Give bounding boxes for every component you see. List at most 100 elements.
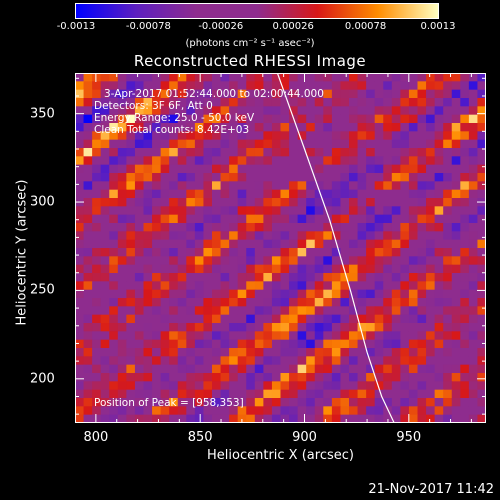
heatmap-cell (143, 356, 153, 366)
heatmap-cell (143, 323, 153, 332)
heatmap-cell (177, 231, 187, 241)
heatmap-cell (340, 289, 350, 299)
heatmap-cell (83, 164, 93, 174)
heatmap-cell (289, 223, 299, 232)
heatmap-cell (152, 131, 162, 141)
heatmap-cell (169, 281, 179, 291)
heatmap-cell (100, 98, 110, 107)
heatmap-cell (357, 298, 367, 307)
heatmap-cell (434, 156, 444, 166)
heatmap-cell (331, 406, 342, 416)
heatmap-cell (383, 273, 393, 282)
heatmap-cell (306, 264, 316, 274)
heatmap-cell (203, 223, 213, 232)
heatmap-cell (109, 331, 119, 341)
heatmap-cell (323, 414, 333, 423)
heatmap-cell (374, 256, 384, 266)
heatmap-cell (194, 198, 205, 207)
heatmap-cell (443, 414, 453, 423)
solar-limb-curve (276, 73, 395, 423)
heatmap-cell (246, 98, 256, 107)
heatmap-cell (186, 89, 196, 99)
heatmap-cell (229, 331, 239, 341)
heatmap-cell (306, 81, 316, 91)
heatmap-cell (366, 398, 376, 407)
heatmap-cell (143, 298, 153, 307)
heatmap-cell (460, 139, 470, 149)
heatmap-cell (229, 406, 239, 416)
heatmap-cell (417, 364, 427, 374)
heatmap-cell (229, 281, 239, 291)
heatmap-cell (426, 206, 436, 216)
heatmap-cell (143, 231, 153, 241)
heatmap-cell (177, 106, 187, 116)
heatmap-cell (306, 89, 316, 99)
heatmap-cell (169, 148, 179, 157)
heatmap-cell (254, 356, 264, 366)
heatmap-cell (254, 348, 264, 357)
heatmap-cell (160, 189, 170, 199)
heatmap-cell (400, 114, 410, 124)
heatmap-cell (117, 223, 127, 232)
heatmap-cell (383, 239, 393, 249)
heatmap-cell (434, 114, 444, 124)
heatmap-cell (109, 89, 119, 99)
heatmap-cell (212, 298, 222, 307)
heatmap-cell (117, 239, 127, 249)
heatmap-cell (177, 89, 187, 99)
heatmap-cell (426, 298, 436, 307)
heatmap-cell (246, 156, 256, 166)
heatmap-cell (366, 306, 376, 316)
heatmap-cell (126, 248, 136, 257)
heatmap-cell (443, 123, 453, 132)
heatmap-cell (331, 73, 342, 82)
heatmap-cell (92, 139, 102, 149)
heatmap-cell (408, 314, 419, 324)
heatmap-cell (92, 239, 102, 249)
heatmap-cell (143, 331, 153, 341)
heatmap-cell (297, 373, 307, 382)
heatmap-cell (314, 298, 324, 307)
heatmap-cell (229, 106, 239, 116)
heatmap-cell (220, 273, 230, 282)
heatmap-cell (306, 98, 316, 107)
heatmap-cell (186, 364, 196, 374)
heatmap-cell (134, 348, 145, 357)
heatmap-cell (246, 181, 256, 191)
heatmap-cell (297, 298, 307, 307)
heatmap-cell (212, 156, 222, 166)
heatmap-cell (212, 323, 222, 332)
heatmap-cell (297, 223, 307, 232)
heatmap-cell (186, 114, 196, 124)
heatmap-cell (203, 314, 213, 324)
heatmap-cell (220, 206, 230, 216)
heatmap-cell (426, 281, 436, 291)
heatmap-cell (306, 223, 316, 232)
heatmap-cell (186, 248, 196, 257)
heatmap-cell (126, 123, 136, 132)
heatmap-cell (443, 139, 453, 149)
heatmap-cell (75, 323, 85, 332)
heatmap-cell (134, 281, 145, 291)
heatmap-cell (460, 81, 470, 91)
heatmap-cell (374, 156, 384, 166)
heatmap-cell (306, 273, 316, 282)
heatmap-cell (254, 398, 264, 407)
heatmap-cell (169, 356, 179, 366)
heatmap-cell (212, 239, 222, 249)
heatmap-cell (366, 381, 376, 391)
heatmap-cell (314, 339, 324, 349)
heatmap-cell (143, 398, 153, 407)
heatmap-cell (126, 81, 136, 91)
heatmap-cell (349, 148, 359, 157)
heatmap-cell (426, 89, 436, 99)
heatmap-cell (460, 106, 470, 116)
heatmap-cell (92, 289, 102, 299)
heatmap-cell (237, 81, 247, 91)
heatmap-cell (331, 348, 342, 357)
heatmap-cell (477, 214, 486, 224)
heatmap-cell (229, 223, 239, 232)
heatmap-cell (460, 123, 470, 132)
heatmap-cell (391, 339, 401, 349)
heatmap-cell (280, 306, 290, 316)
